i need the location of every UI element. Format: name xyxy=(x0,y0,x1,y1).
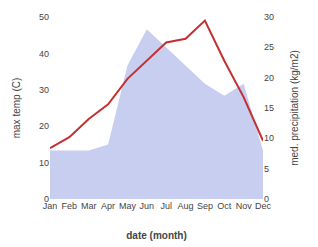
svg-text:30: 30 xyxy=(264,12,274,22)
svg-text:Feb: Feb xyxy=(62,201,78,211)
svg-text:10: 10 xyxy=(39,158,49,168)
svg-text:0: 0 xyxy=(264,194,269,204)
svg-text:25: 25 xyxy=(264,42,274,52)
svg-text:date (month): date (month) xyxy=(126,230,187,241)
svg-text:May: May xyxy=(119,201,137,211)
svg-text:Nov: Nov xyxy=(236,201,253,211)
svg-text:40: 40 xyxy=(39,49,49,59)
svg-text:max temp (C): max temp (C) xyxy=(11,78,22,139)
svg-text:0: 0 xyxy=(44,194,49,204)
svg-text:10: 10 xyxy=(264,133,274,143)
svg-text:Jul: Jul xyxy=(160,201,172,211)
svg-text:Apr: Apr xyxy=(101,201,115,211)
svg-text:5: 5 xyxy=(264,164,269,174)
svg-text:Sep: Sep xyxy=(197,201,213,211)
svg-text:Jun: Jun xyxy=(140,201,155,211)
svg-text:Mar: Mar xyxy=(81,201,97,211)
svg-text:Aug: Aug xyxy=(178,201,194,211)
svg-text:15: 15 xyxy=(264,103,274,113)
svg-text:30: 30 xyxy=(39,85,49,95)
svg-text:Dec: Dec xyxy=(255,201,272,211)
svg-text:Oct: Oct xyxy=(217,201,232,211)
svg-text:20: 20 xyxy=(264,73,274,83)
svg-text:Jan: Jan xyxy=(43,201,58,211)
svg-text:50: 50 xyxy=(39,12,49,22)
svg-text:20: 20 xyxy=(39,121,49,131)
svg-text:med. precipitation (kg/m2): med. precipitation (kg/m2) xyxy=(289,50,300,166)
